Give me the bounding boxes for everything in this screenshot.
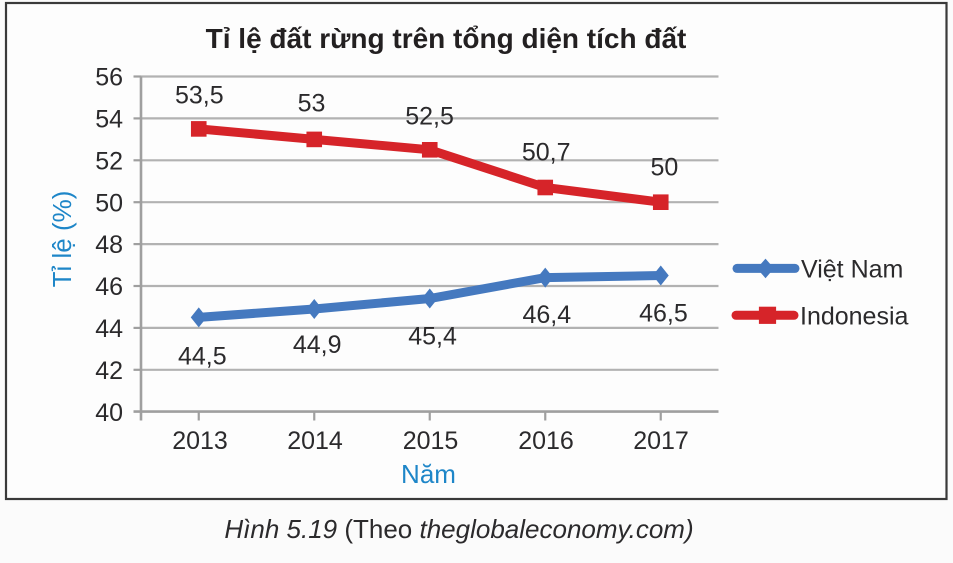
svg-text:46,4: 46,4 [522, 301, 571, 329]
svg-text:56: 56 [95, 64, 123, 92]
svg-text:52: 52 [95, 147, 123, 175]
svg-text:48: 48 [95, 231, 123, 259]
svg-text:50: 50 [650, 153, 678, 181]
svg-text:50,7: 50,7 [522, 138, 571, 166]
svg-text:54: 54 [95, 106, 123, 134]
svg-text:Năm: Năm [401, 459, 456, 489]
svg-text:2013: 2013 [172, 427, 228, 455]
svg-text:Tỉ lệ đất rừng trên tổng diện: Tỉ lệ đất rừng trên tổng diện tích đất [206, 23, 687, 54]
svg-text:Tỉ lệ (%): Tỉ lệ (%) [47, 191, 77, 288]
svg-text:2016: 2016 [518, 427, 574, 455]
svg-text:46: 46 [95, 273, 123, 301]
svg-text:40: 40 [95, 399, 123, 427]
svg-text:44,9: 44,9 [293, 331, 342, 359]
svg-text:2014: 2014 [287, 427, 343, 455]
svg-text:52,5: 52,5 [405, 103, 454, 131]
svg-text:2017: 2017 [633, 427, 689, 455]
svg-text:44: 44 [95, 315, 123, 343]
svg-text:42: 42 [95, 357, 123, 385]
svg-text:Việt Nam: Việt Nam [801, 256, 903, 284]
svg-text:53: 53 [298, 89, 326, 117]
svg-text:Indonesia: Indonesia [800, 302, 909, 330]
svg-text:45,4: 45,4 [408, 323, 457, 351]
svg-text:2015: 2015 [403, 427, 459, 455]
svg-text:46,5: 46,5 [639, 300, 688, 328]
svg-text:Hình 5.19 (Theo theglobalecono: Hình 5.19 (Theo theglobaleconomy.com) [224, 514, 693, 544]
svg-text:50: 50 [95, 189, 123, 217]
svg-text:53,5: 53,5 [175, 82, 224, 110]
svg-text:44,5: 44,5 [178, 343, 227, 371]
